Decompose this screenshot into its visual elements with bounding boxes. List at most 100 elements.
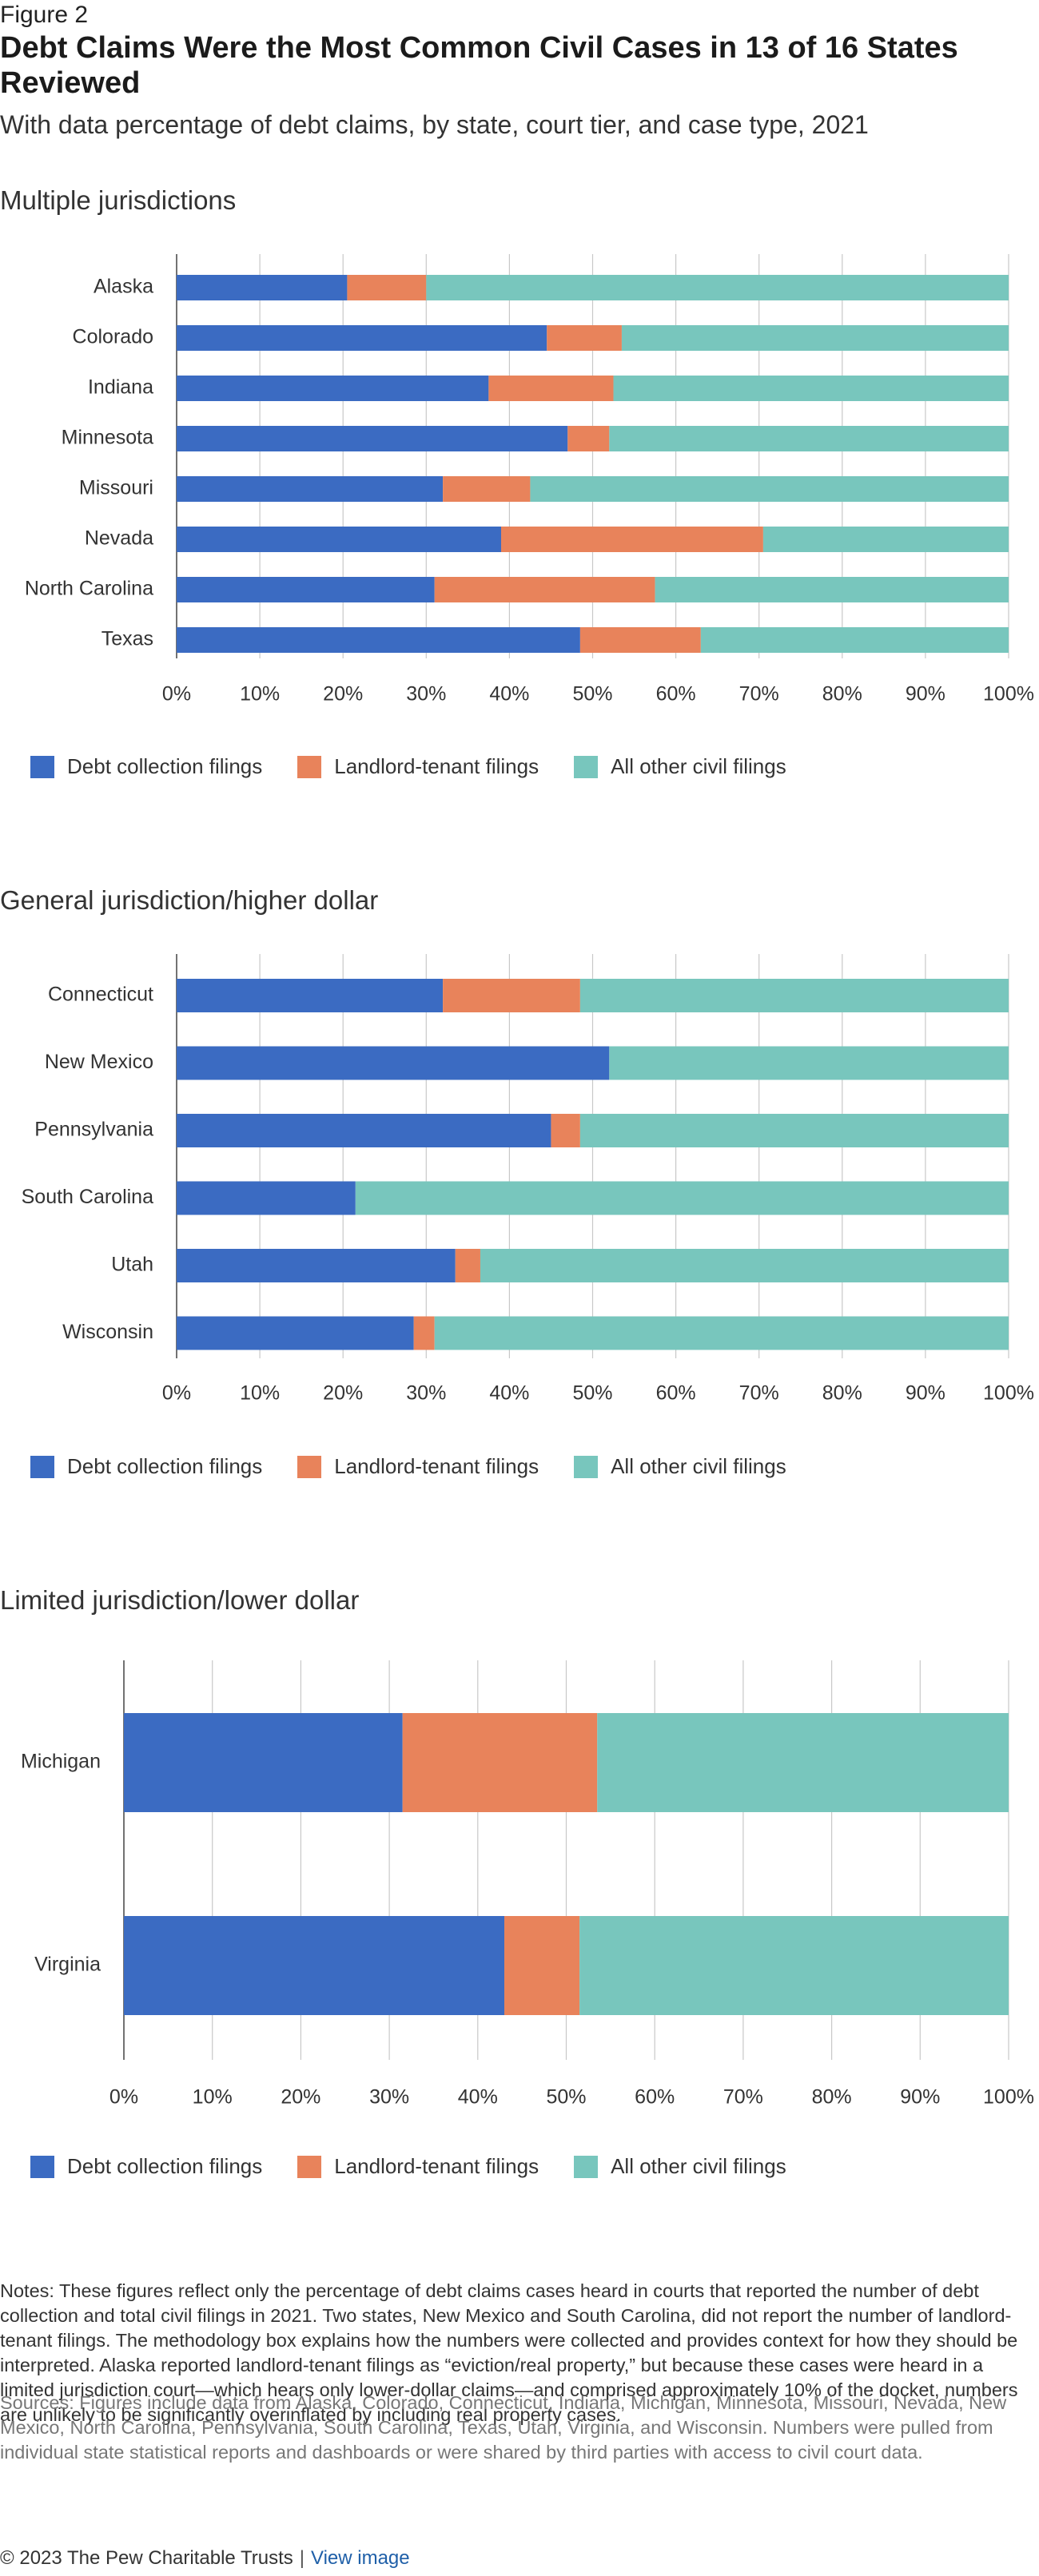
bar-other-civil xyxy=(579,1916,1009,2015)
category-label: Colorado xyxy=(73,326,153,348)
x-tick-label: 60% xyxy=(635,2086,675,2109)
legend-label-other: All other civil filings xyxy=(611,754,786,778)
legend-label-debt: Debt collection filings xyxy=(67,754,263,778)
x-tick-label: 50% xyxy=(546,2086,586,2109)
figure-title: Debt Claims Were the Most Common Civil C… xyxy=(0,31,958,100)
bar-landlord-tenant xyxy=(504,1916,580,2015)
bar-landlord-tenant xyxy=(567,426,610,451)
x-tick-label: 10% xyxy=(240,1382,280,1405)
x-tick-label: 70% xyxy=(739,683,779,706)
legend-item-other: All other civil filings xyxy=(574,2154,786,2179)
chart-limited-jurisdiction: Limited jurisdiction/lower dollar 0% 10% 2… xyxy=(0,1585,1039,2192)
legend-label-other: All other civil filings xyxy=(611,1454,786,1478)
chart-title: Multiple jurisdictions xyxy=(0,185,237,215)
category-label: South Carolina xyxy=(22,1186,153,1208)
notes-text: Notes: These figures reflect only the pe… xyxy=(0,2280,1018,2425)
category-label: Wisconsin xyxy=(62,1321,153,1343)
legend-swatch-other xyxy=(574,1455,599,1478)
bar-debt-collection xyxy=(177,426,568,451)
bar-other-civil xyxy=(434,1316,1009,1350)
x-tick-label: 30% xyxy=(406,683,446,706)
legend: Debt collection filings Landlord-tenant … xyxy=(30,2154,822,2179)
bar-other-civil xyxy=(530,476,1009,502)
x-tick-label: 60% xyxy=(656,1382,696,1405)
legend-swatch-other xyxy=(574,755,599,778)
bar-debt-collection xyxy=(177,979,444,1012)
sources-text: Sources: Figures include data from Alask… xyxy=(0,2392,1007,2463)
legend-item-landlord: Landlord-tenant filings xyxy=(297,2154,539,2179)
legend-label-landlord: Landlord-tenant filings xyxy=(334,1454,539,1478)
bar-debt-collection xyxy=(177,1316,414,1350)
x-tick-label: 40% xyxy=(458,2086,498,2109)
bar-landlord-tenant xyxy=(443,476,531,502)
legend-item-other: All other civil filings xyxy=(574,754,786,779)
bar-landlord-tenant xyxy=(500,527,763,552)
legend-swatch-landlord xyxy=(297,2155,322,2178)
legend-swatch-debt xyxy=(30,755,54,778)
bar-other-civil xyxy=(480,1249,1009,1282)
legend-swatch-landlord xyxy=(297,1455,322,1478)
x-tick-label: 30% xyxy=(406,1382,446,1405)
category-label: Virginia xyxy=(34,1954,101,1976)
bar-debt-collection xyxy=(177,627,580,653)
legend-swatch-debt xyxy=(30,2155,54,2178)
legend-item-debt: Debt collection filings xyxy=(30,1454,262,1479)
bar-landlord-tenant xyxy=(455,1249,480,1282)
category-label: Nevada xyxy=(85,527,153,550)
legend-label-landlord: Landlord-tenant filings xyxy=(334,754,539,778)
x-tick-label: 40% xyxy=(489,1382,529,1405)
bar-other-civil xyxy=(355,1181,1009,1215)
bar-debt-collection xyxy=(124,1713,403,1812)
category-label: Missouri xyxy=(79,477,153,499)
x-tick-label: 90% xyxy=(906,683,945,706)
bar-landlord-tenant xyxy=(413,1316,435,1350)
view-image-link[interactable]: View image xyxy=(311,2547,410,2569)
x-tick-label: 10% xyxy=(193,2086,233,2109)
x-tick-label: 0% xyxy=(162,683,191,706)
bar-debt-collection xyxy=(177,1046,610,1080)
x-tick-label: 40% xyxy=(489,683,529,706)
legend-swatch-other xyxy=(574,2155,599,2178)
bar-debt-collection xyxy=(177,1114,551,1147)
bar-other-civil xyxy=(609,1046,1009,1080)
bar-debt-collection xyxy=(177,376,489,401)
x-tick-label: 90% xyxy=(900,2086,940,2109)
bar-other-civil xyxy=(700,627,1009,653)
category-label: Alaska xyxy=(94,276,153,298)
category-label: Minnesota xyxy=(62,427,153,449)
bar-other-civil xyxy=(579,979,1009,1012)
copyright-text: © 2023 The Pew Charitable Trusts xyxy=(0,2547,293,2569)
figure-label: Figure 2 xyxy=(0,2,89,28)
x-tick-label: 20% xyxy=(323,683,363,706)
bar-debt-collection xyxy=(177,1181,356,1215)
bar-debt-collection xyxy=(177,577,435,602)
bar-landlord-tenant xyxy=(434,577,655,602)
footer-separator: | xyxy=(299,2547,305,2569)
bar-landlord-tenant xyxy=(443,979,580,1012)
bar-debt-collection xyxy=(177,476,444,502)
chart-title: General jurisdiction/higher dollar xyxy=(0,885,379,915)
x-tick-label: 30% xyxy=(369,2086,409,2109)
bar-other-civil xyxy=(613,376,1009,401)
bar-debt-collection xyxy=(177,1249,456,1282)
figure-subtitle: With data percentage of debt claims, by … xyxy=(0,110,869,139)
legend-swatch-landlord xyxy=(297,755,322,778)
bar-landlord-tenant xyxy=(579,627,701,653)
x-tick-label: 50% xyxy=(572,1382,612,1405)
chart-title: Limited jurisdiction/lower dollar xyxy=(0,1585,360,1615)
bar-landlord-tenant xyxy=(488,376,614,401)
category-label: Michigan xyxy=(21,1751,101,1773)
x-tick-label: 80% xyxy=(822,1382,862,1405)
x-tick-label: 80% xyxy=(812,2086,852,2109)
x-tick-label: 10% xyxy=(240,683,280,706)
bar-other-civil xyxy=(762,527,1009,552)
legend-item-landlord: Landlord-tenant filings xyxy=(297,1454,539,1479)
x-tick-label: 100% xyxy=(983,683,1034,706)
x-tick-label: 20% xyxy=(323,1382,363,1405)
gridlines xyxy=(176,954,1009,1358)
legend-item-other: All other civil filings xyxy=(574,1454,786,1479)
x-tick-label: 100% xyxy=(983,2086,1034,2109)
legend-label-debt: Debt collection filings xyxy=(67,1454,263,1478)
x-tick-label: 60% xyxy=(656,683,696,706)
x-tick-label: 20% xyxy=(281,2086,320,2109)
